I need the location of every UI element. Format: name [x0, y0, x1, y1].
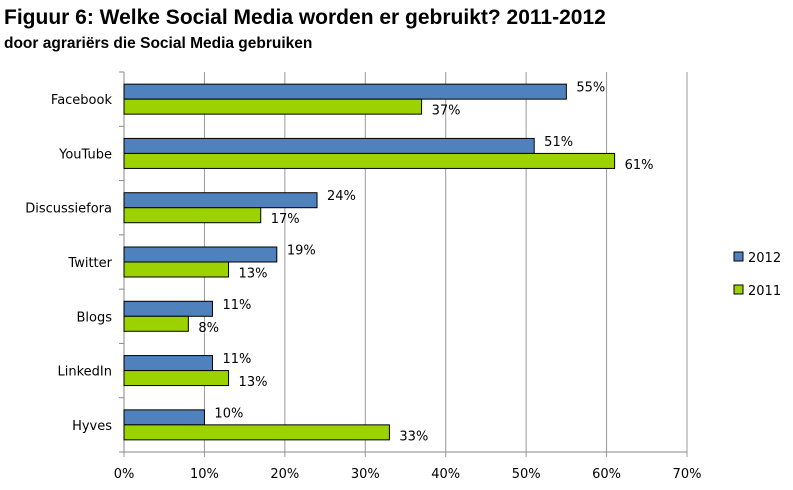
x-tick-label: 40% — [431, 467, 460, 482]
x-tick-label: 30% — [351, 467, 380, 482]
category-label: Hyves — [72, 419, 112, 434]
bar-2012 — [123, 355, 213, 372]
data-label: 61% — [625, 158, 654, 173]
bar-2012 — [123, 192, 318, 209]
category-label: YouTube — [58, 147, 112, 162]
x-tick-label: 10% — [190, 467, 219, 482]
data-label: 17% — [271, 212, 300, 227]
data-label: 10% — [214, 406, 243, 421]
data-label: 37% — [432, 104, 461, 119]
category-label: Facebook — [51, 93, 113, 108]
legend-label: 2011 — [748, 284, 781, 299]
bar-2011 — [123, 424, 390, 441]
bar-2011 — [123, 370, 230, 387]
category-label: Blogs — [76, 310, 112, 325]
data-label: 13% — [239, 267, 268, 282]
legend-swatch-2012 — [733, 251, 744, 262]
data-label: 11% — [222, 298, 251, 313]
category-label: LinkedIn — [58, 365, 112, 380]
data-label: 33% — [399, 429, 428, 444]
legend-label: 2012 — [748, 251, 781, 266]
chart-title: Figuur 6: Welke Social Media worden er g… — [4, 6, 606, 29]
x-tick-label: 60% — [592, 467, 621, 482]
data-label: 51% — [544, 135, 573, 150]
chart-subtitle: door agrariërs die Social Media gebruike… — [4, 35, 313, 52]
bar-2012 — [123, 246, 278, 263]
bar-2011 — [123, 261, 230, 278]
x-tick-label: 20% — [270, 467, 299, 482]
category-label: Twitter — [67, 256, 112, 271]
data-label: 24% — [327, 189, 356, 204]
x-tick-label: 50% — [512, 467, 541, 482]
category-label: Discussiefora — [25, 202, 112, 217]
bar-2012 — [123, 409, 205, 426]
legend-swatch-2011 — [733, 284, 744, 295]
bar-2012 — [123, 300, 213, 317]
data-label: 55% — [576, 81, 605, 96]
data-label: 11% — [222, 352, 251, 367]
bar-2011 — [123, 207, 262, 224]
data-label: 13% — [239, 375, 268, 390]
x-tick-label: 70% — [673, 467, 702, 482]
bar-2011 — [123, 98, 423, 115]
x-tick-label: 0% — [114, 467, 135, 482]
bar-2012 — [123, 83, 567, 100]
bar-2012 — [123, 137, 535, 154]
data-label: 8% — [198, 321, 219, 336]
bar-2011 — [123, 315, 189, 332]
bar-2011 — [123, 152, 616, 169]
data-label: 19% — [287, 244, 316, 259]
